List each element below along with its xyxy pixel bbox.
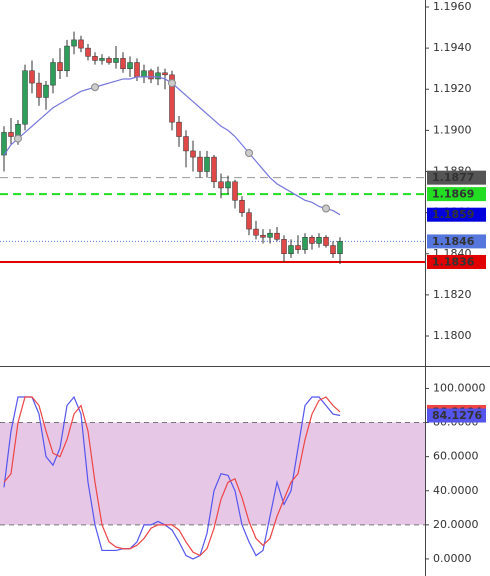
price-panel: 1.19601.19401.19201.19001.18801.18601.18… [0, 0, 486, 342]
y-tick-label: 1.1820 [433, 288, 472, 301]
price-label: 1.1846 [432, 235, 475, 248]
candle-body [36, 82, 42, 98]
ma-marker [168, 79, 176, 88]
candle-body [232, 181, 238, 201]
candle-body [316, 237, 322, 244]
ma-marker [322, 204, 330, 213]
price-label-box [427, 207, 486, 222]
candle-body [134, 62, 140, 78]
candle-body [183, 136, 189, 152]
candle-body [148, 70, 154, 80]
y-tick-label: 1.1800 [433, 329, 472, 342]
y-tick-label: 1.1920 [433, 82, 472, 95]
oscillator-line [3, 396, 341, 557]
y-tick-label: 20.0000 [433, 518, 479, 531]
candle-body [239, 200, 245, 213]
price-label: 1.1869 [432, 188, 474, 201]
candle-body [260, 234, 266, 238]
oscillator-line [3, 395, 341, 560]
candle-body [295, 245, 301, 250]
candle-body [225, 181, 231, 189]
candle-body [211, 156, 217, 183]
price-label: 1.1877 [432, 171, 474, 184]
candle-body [8, 132, 14, 137]
band [0, 422, 425, 525]
candle-body [106, 58, 112, 63]
candle-body [22, 70, 28, 125]
y-tick-label: 1.1940 [433, 41, 472, 54]
candle-body [218, 181, 224, 189]
price-label-box [427, 254, 486, 269]
candle-body [267, 232, 273, 238]
candle-body [274, 232, 280, 240]
price-label-box [427, 170, 486, 185]
candle-body [141, 70, 147, 78]
candle-body [246, 212, 252, 230]
y-tick-label: 1.1900 [433, 123, 472, 136]
candle-body [309, 237, 315, 244]
price-label: 1.1836 [432, 255, 475, 268]
oscillator-panel: 100.000080.000060.000040.000020.00000.00… [0, 381, 486, 565]
price-label-box [427, 234, 486, 249]
price-label-box [427, 408, 486, 423]
candle-body [50, 62, 56, 86]
price-label-box [427, 187, 486, 202]
candle-body [64, 45, 70, 71]
candle-body [99, 58, 105, 61]
candle-body [29, 70, 35, 84]
ma-marker [14, 134, 22, 143]
candle-body [190, 150, 196, 158]
y-tick-label: 100.0000 [433, 381, 486, 394]
ma-marker [91, 83, 99, 92]
ma-marker [245, 148, 253, 157]
candle-body [162, 72, 168, 76]
candle-body [337, 241, 343, 255]
candle-body [204, 156, 210, 172]
candle-body [288, 245, 294, 255]
candle-body [71, 39, 77, 47]
candle-body [169, 74, 175, 123]
candle-body [155, 72, 161, 80]
price-label: 1.1859 [432, 208, 474, 221]
candle-body [323, 237, 329, 246]
y-tick-label: 40.0000 [433, 484, 479, 497]
candle-body [253, 228, 259, 236]
candle-body [120, 58, 126, 69]
candle-body [57, 62, 63, 71]
candle-body [281, 239, 287, 255]
candle-body [197, 156, 203, 172]
candle-body [78, 39, 84, 49]
candle-body [330, 245, 336, 255]
candle-body [85, 47, 91, 57]
candle-body [43, 84, 49, 98]
candle-body [302, 237, 308, 250]
price-label: 84.1276 [432, 409, 482, 422]
y-tick-label: 60.0000 [433, 450, 479, 463]
candle-body [176, 121, 182, 137]
y-tick-label: 1.1960 [433, 0, 472, 13]
candle-body [113, 58, 119, 63]
y-tick-label: 0.0000 [433, 552, 472, 565]
candle-body [92, 56, 98, 61]
candle-body [127, 62, 133, 69]
